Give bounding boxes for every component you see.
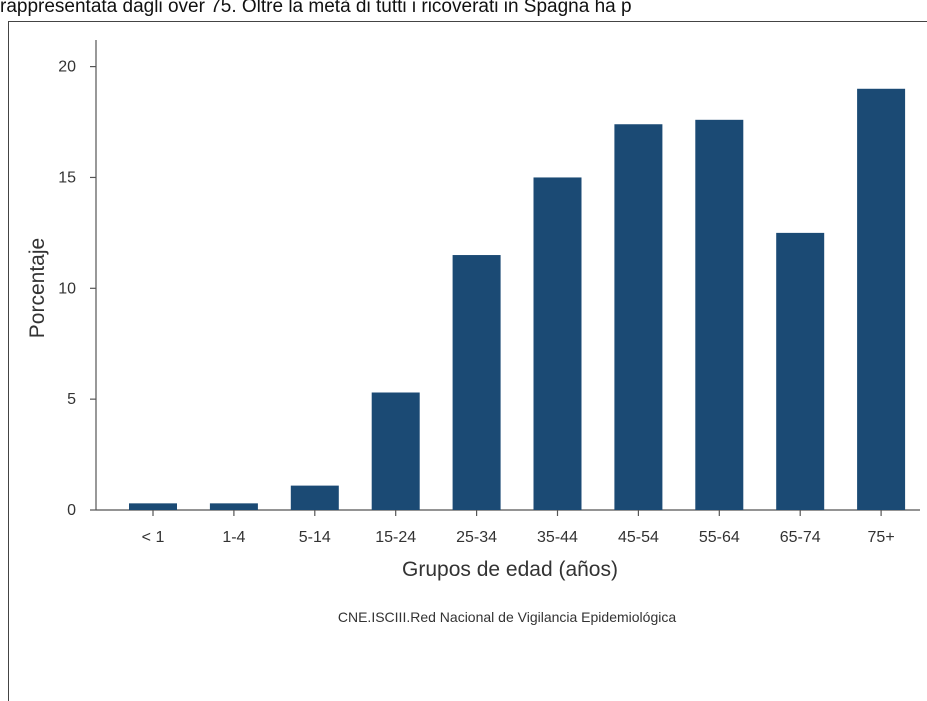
x-tick-label: 45-54 <box>618 529 659 546</box>
x-tick-label: 65-74 <box>780 529 821 546</box>
x-tick-label: < 1 <box>142 529 165 546</box>
x-tick-label: 5-14 <box>299 529 331 546</box>
y-tick-label: 0 <box>67 502 76 519</box>
bar <box>290 485 339 510</box>
x-tick-label: 55-64 <box>699 529 740 546</box>
y-tick-label: 15 <box>58 169 76 186</box>
top-caption-text: rappresentata dagli over 75. Oltre la me… <box>0 0 632 17</box>
y-tick-label: 10 <box>58 280 76 297</box>
bar <box>533 177 582 511</box>
bar <box>857 88 906 510</box>
bar <box>209 503 258 510</box>
x-tick-label: 35-44 <box>537 529 578 546</box>
bar <box>371 392 420 510</box>
bar <box>776 232 825 510</box>
figure-frame <box>8 21 927 701</box>
y-tick-label: 5 <box>67 391 76 408</box>
bar <box>129 503 177 510</box>
y-axis: 0 5 10 15 20 <box>58 40 97 519</box>
y-axis-title: Porcentaje <box>26 238 49 338</box>
x-axis-title: Grupos de edad (años) <box>402 558 618 581</box>
bar-chart: 0 5 10 15 20 < 1 1-4 5-14 15-24 25-34 35-44 45-54 5… <box>26 40 920 625</box>
bar <box>452 255 501 510</box>
bar <box>614 124 663 510</box>
x-tick-labels: < 1 1-4 5-14 15-24 25-34 35-44 45-54 55-64 65-74… <box>142 529 895 546</box>
y-tick-label: 20 <box>58 59 76 76</box>
x-tick-label: 75+ <box>868 529 895 546</box>
x-tick-label: 15-24 <box>375 529 416 546</box>
x-axis <box>96 509 920 516</box>
x-tick-label: 25-34 <box>456 529 497 546</box>
bar <box>695 119 744 511</box>
source-note: CNE.ISCIII.Red Nacional de Vigilancia Ep… <box>338 609 676 625</box>
bars-group <box>129 88 906 511</box>
x-tick-label: 1-4 <box>222 529 245 546</box>
